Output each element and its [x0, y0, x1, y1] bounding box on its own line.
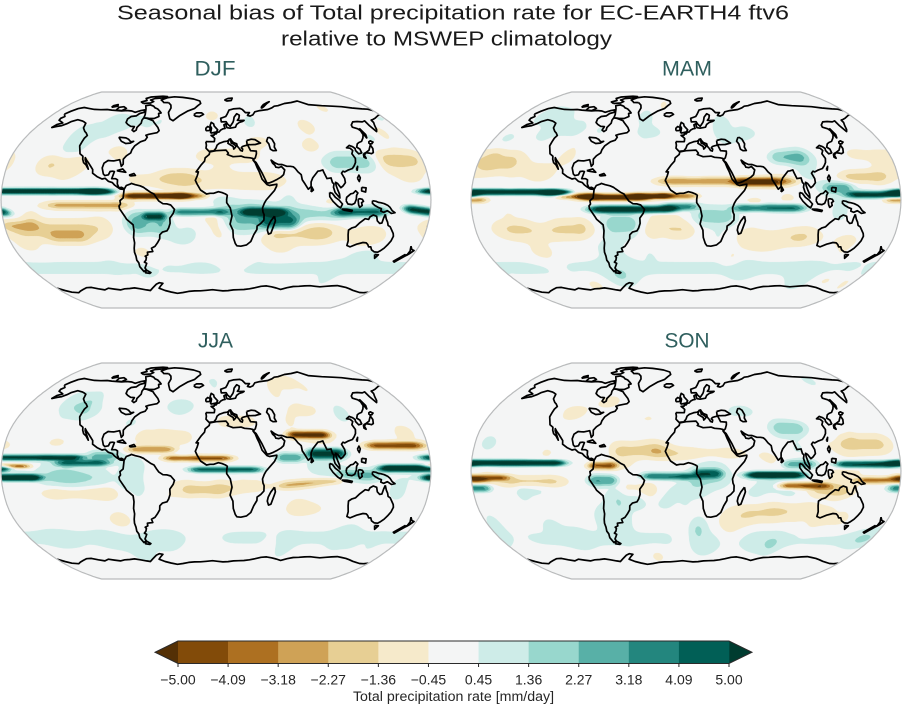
svg-text:0.45: 0.45 — [465, 672, 492, 688]
svg-text:2.27: 2.27 — [565, 672, 592, 688]
svg-text:−4.09: −4.09 — [210, 672, 246, 688]
svg-text:−3.18: −3.18 — [260, 672, 296, 688]
svg-text:JJA: JJA — [198, 330, 233, 353]
svg-text:−1.36: −1.36 — [361, 672, 397, 688]
svg-text:−0.45: −0.45 — [411, 672, 447, 688]
svg-text:MAM: MAM — [662, 58, 712, 81]
svg-text:Seasonal bias of Total precipi: Seasonal bias of Total precipitation rat… — [117, 2, 789, 25]
svg-text:SON: SON — [665, 330, 710, 353]
svg-text:DJF: DJF — [195, 58, 236, 81]
svg-text:−5.00: −5.00 — [160, 672, 196, 688]
svg-text:4.09: 4.09 — [665, 672, 692, 688]
svg-text:−2.27: −2.27 — [311, 672, 347, 688]
svg-text:relative to MSWEP climatology: relative to MSWEP climatology — [281, 28, 613, 51]
svg-text:3.18: 3.18 — [615, 672, 642, 688]
svg-text:5.00: 5.00 — [715, 672, 742, 688]
svg-text:1.36: 1.36 — [515, 672, 542, 688]
svg-text:Total precipitation rate [mm/d: Total precipitation rate [mm/day] — [353, 689, 554, 705]
